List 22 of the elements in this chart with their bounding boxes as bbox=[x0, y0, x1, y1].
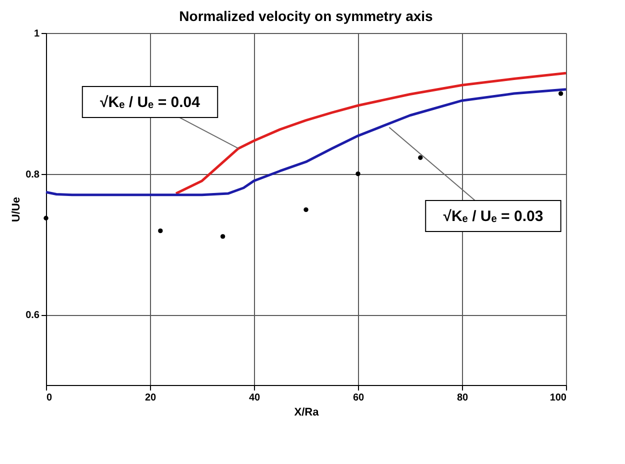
y-tick-label: 0.8 bbox=[26, 169, 40, 180]
line-series bbox=[44, 88, 568, 196]
point bbox=[304, 207, 308, 212]
point bbox=[158, 228, 163, 234]
x-tick-label: 20 bbox=[144, 392, 156, 404]
point bbox=[356, 171, 360, 176]
x-axis-title: X/Ra bbox=[294, 406, 320, 418]
x-tick-label: 100 bbox=[550, 392, 567, 404]
y-tick-label: 1 bbox=[34, 28, 40, 40]
x-tick-label: 80 bbox=[456, 392, 468, 404]
annotation: √Kₑ / Uₑ = 0.04 bbox=[100, 94, 201, 111]
x-tick-label: 40 bbox=[248, 392, 260, 404]
point bbox=[418, 155, 423, 160]
x-tick-label: 60 bbox=[352, 392, 364, 404]
point bbox=[44, 216, 48, 220]
annotation: √Kₑ / Uₑ = 0.03 bbox=[443, 208, 544, 226]
point bbox=[220, 234, 226, 239]
y-axis-title: U/Ue bbox=[10, 196, 23, 222]
point bbox=[558, 91, 564, 96]
y-tick-label: 0.6 bbox=[26, 310, 40, 322]
chart-title: Normalized velocity on symmetry axis bbox=[179, 8, 434, 24]
x-tick-label: 0 bbox=[46, 392, 52, 404]
